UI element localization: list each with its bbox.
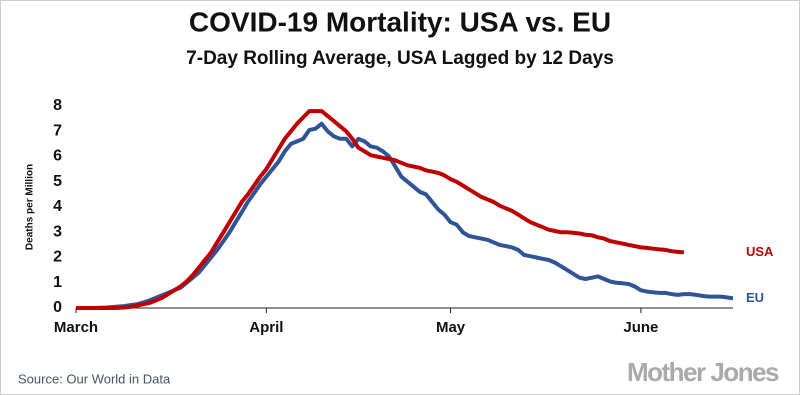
chart-subtitle: 7-Day Rolling Average, USA Lagged by 12 … [186, 48, 614, 69]
legend-label: USA [746, 244, 774, 259]
x-tick-label: June [623, 319, 658, 336]
y-tick-label: 2 [53, 249, 62, 266]
y-tick-label: 7 [53, 122, 62, 139]
x-tick-label: March [54, 319, 98, 336]
y-tick-label: 6 [53, 148, 62, 165]
y-tick-label: 1 [53, 274, 62, 291]
watermark: Mother Jones [627, 357, 779, 387]
y-tick-label: 4 [53, 198, 62, 215]
line-series [76, 109, 685, 310]
y-tick-label: 0 [53, 299, 62, 316]
source: Source: Our World in Data [18, 371, 171, 386]
y-axis-label: Deaths per Million [25, 164, 36, 250]
chart-title: COVID-19 Mortality: USA vs. EU [189, 6, 611, 37]
y-tick-label: 5 [53, 173, 62, 190]
legend-label: EU [746, 290, 764, 305]
x-tick-label: April [249, 319, 283, 336]
y-tick-label: 8 [53, 97, 62, 114]
y-tick-label: 3 [53, 223, 62, 240]
x-tick-label: May [436, 319, 466, 336]
